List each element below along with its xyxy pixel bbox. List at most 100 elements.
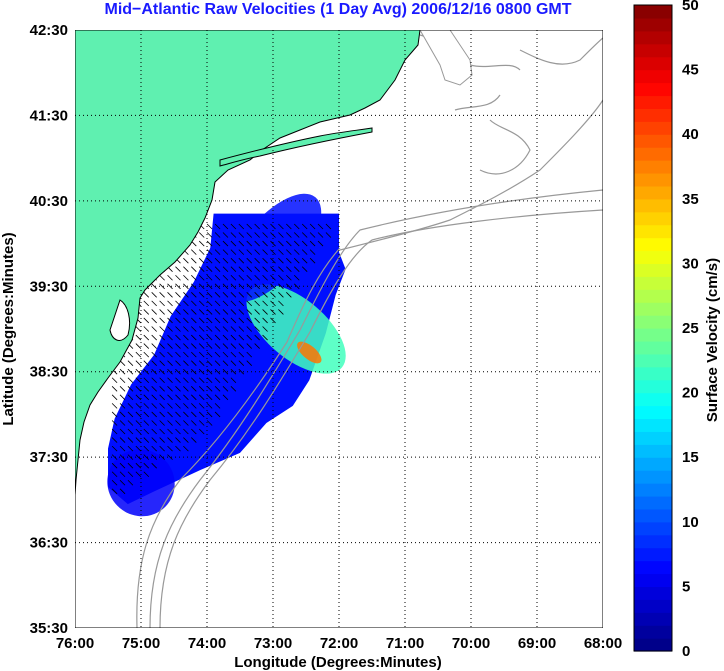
flow-arrow (175, 343, 181, 349)
x-axis-label: Longitude (Degrees:Minutes) (234, 654, 442, 671)
colorbar-segment (634, 340, 672, 355)
flow-arrow (143, 394, 150, 401)
flow-arrow (175, 351, 181, 358)
x-tick-label: 68:00 (584, 635, 622, 652)
flow-arrow (238, 300, 245, 307)
flow-arrow (254, 283, 260, 290)
y-axis-label: Latitude (Degrees:Minutes) (0, 232, 17, 425)
flow-arrow (198, 309, 205, 315)
flow-arrow (214, 240, 221, 247)
flow-arrow (191, 300, 197, 307)
flow-arrow (111, 479, 118, 486)
flow-arrow (222, 343, 229, 349)
flow-arrow (198, 283, 205, 290)
flow-arrow (183, 292, 189, 298)
velocity-field (107, 193, 346, 517)
flow-arrow (270, 300, 276, 307)
flow-arrow (191, 368, 197, 375)
flow-arrow (198, 360, 205, 366)
flow-arrow (167, 428, 173, 435)
flow-arrow (222, 360, 229, 366)
flow-arrow (151, 454, 157, 460)
flow-arrow (278, 300, 284, 307)
flow-arrow (206, 283, 213, 290)
flow-arrow (262, 292, 268, 298)
flow-arrow (175, 394, 181, 401)
flow-arrow (119, 377, 126, 384)
flow-arrow (143, 420, 150, 426)
flow-arrow (183, 266, 189, 272)
flow-arrow (309, 249, 316, 255)
flow-arrow (143, 462, 150, 469)
colorbar-segment (634, 573, 672, 587)
flow-arrow (198, 394, 205, 401)
flow-arrow (183, 351, 189, 358)
flow-arrow (293, 223, 300, 230)
colorbar-tick-label: 15 (682, 449, 699, 466)
flow-arrow (151, 428, 157, 435)
flow-arrow (135, 462, 142, 469)
flow-arrow (159, 394, 165, 401)
colorbar-segment (634, 172, 672, 187)
flow-arrow (191, 326, 197, 332)
flow-arrow (206, 326, 213, 332)
flow-arrow (246, 266, 253, 272)
flow-arrow (214, 377, 221, 384)
flow-arrow (127, 462, 134, 469)
flow-arrow (214, 386, 221, 392)
flow-arrow (222, 326, 229, 332)
flow-arrow (309, 232, 316, 238)
colorbar-tick-label: 10 (682, 514, 699, 531)
colorbar-segment (634, 379, 672, 394)
flow-arrow (262, 317, 268, 324)
flow-arrow (191, 360, 197, 366)
flow-arrow (214, 274, 221, 281)
flow-arrow (309, 240, 316, 247)
flow-arrow (183, 368, 189, 375)
flow-arrow (159, 283, 165, 290)
colorbar-segment (634, 625, 672, 639)
flow-arrow (183, 437, 189, 443)
flow-arrow (151, 411, 157, 418)
flow-arrow (198, 274, 205, 281)
flow-arrow (175, 317, 181, 324)
flow-arrow (167, 377, 173, 384)
flow-arrow (159, 411, 165, 418)
flow-arrow (206, 420, 213, 426)
flow-arrow (151, 420, 157, 426)
flow-arrow (135, 454, 142, 460)
flow-arrow (175, 360, 181, 366)
y-axis: 35:30 36:30 37:30 38:30 39:30 40:30 41:30 42:30 (30, 22, 68, 637)
colorbar-tick-label: 45 (682, 62, 699, 79)
flow-arrow (278, 309, 284, 315)
flow-arrow (286, 266, 292, 272)
flow-arrow (167, 292, 173, 298)
flow-arrow (143, 368, 150, 375)
flow-arrow (301, 232, 308, 238)
colorbar-segment (634, 508, 672, 523)
flow-arrow (183, 386, 189, 392)
flow-arrow (214, 232, 221, 238)
flow-arrow (143, 300, 150, 307)
colorbar-segment (634, 457, 672, 471)
flow-arrow (111, 403, 118, 409)
colorbar-segment (634, 198, 672, 213)
flow-arrow (119, 462, 126, 469)
flow-arrow (262, 309, 268, 315)
flow-arrow (230, 223, 237, 230)
flow-arrow (262, 232, 268, 238)
flow-arrow (222, 377, 229, 384)
flow-arrow (135, 360, 142, 366)
flow-arrow (254, 240, 260, 247)
flow-arrow (175, 309, 181, 315)
flow-arrow (254, 292, 260, 298)
x-tick-label: 75:00 (122, 635, 160, 652)
flow-arrow (183, 274, 189, 281)
flow-arrow (167, 326, 173, 332)
flow-arrow (151, 283, 157, 290)
flow-arrow (246, 283, 253, 290)
flow-arrow (191, 274, 197, 281)
velocity-region (246, 284, 346, 374)
flow-arrow (230, 274, 237, 281)
flow-arrow (222, 274, 229, 281)
